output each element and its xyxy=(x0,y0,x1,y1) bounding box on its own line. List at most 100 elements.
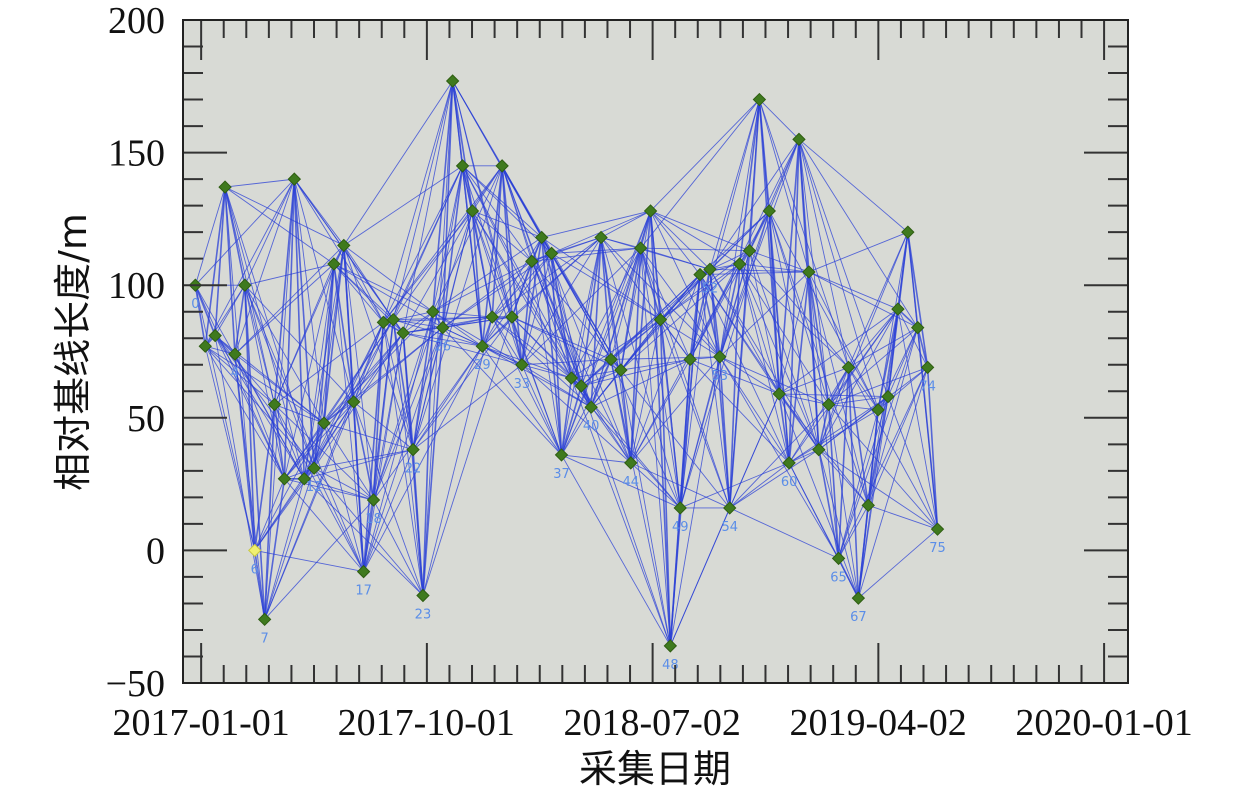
data-point-marker xyxy=(871,403,885,417)
baseline-edge xyxy=(283,179,296,479)
data-point-marker xyxy=(267,397,282,412)
baseline-edge xyxy=(363,332,404,572)
baseline-edge xyxy=(600,237,681,509)
baseline-edge xyxy=(620,247,642,371)
baseline-edge xyxy=(818,449,859,599)
data-point-marker xyxy=(584,400,598,414)
data-point-marker xyxy=(416,588,430,603)
baseline-edge xyxy=(333,263,365,572)
x-tick-label: 2017-01-01 xyxy=(112,702,289,744)
baseline-edge xyxy=(630,462,681,509)
baseline-edge xyxy=(650,210,721,357)
data-points: 0467121718222326293337404448495253546065… xyxy=(188,74,946,673)
baseline-edge xyxy=(234,245,345,355)
data-point-marker xyxy=(515,358,529,372)
baseline-edge xyxy=(293,179,325,424)
y-tick-labels: −50 0 50 100 150 200 xyxy=(106,0,165,705)
baseline-edge xyxy=(838,327,919,559)
baseline-edge xyxy=(541,237,661,321)
baseline-edge xyxy=(412,165,463,450)
data-point-marker xyxy=(911,320,925,335)
baseline-edge xyxy=(284,401,355,480)
data-point-marker xyxy=(920,360,935,375)
data-point-marker xyxy=(307,461,321,475)
baseline-edge xyxy=(561,454,631,464)
baseline-edge xyxy=(719,139,800,357)
connection-edges xyxy=(194,80,939,647)
data-point-label: 75 xyxy=(929,541,946,556)
baseline-edge xyxy=(481,345,562,456)
data-point-marker xyxy=(257,612,272,627)
data-point-label: 60 xyxy=(781,475,798,490)
baseline-edge xyxy=(263,404,276,620)
baseline-edge xyxy=(828,308,899,405)
baseline-edge xyxy=(729,462,790,509)
data-point-label: 40 xyxy=(583,419,600,434)
baseline-edge xyxy=(897,308,938,530)
data-point-label: 74 xyxy=(919,379,936,394)
baseline-edge xyxy=(630,263,741,464)
baseline-edge xyxy=(738,99,761,265)
baseline-edge xyxy=(471,210,494,318)
data-point-marker xyxy=(633,241,648,255)
baseline-edge xyxy=(214,335,266,620)
baseline-edge xyxy=(471,210,484,347)
data-point-marker xyxy=(426,305,440,319)
baseline-edge xyxy=(224,186,344,246)
baseline-edge xyxy=(214,284,246,336)
baseline-edge xyxy=(709,268,809,273)
data-point-marker xyxy=(445,74,460,88)
baseline-edge xyxy=(422,311,434,596)
baseline-edge xyxy=(244,284,325,424)
baseline-edge xyxy=(561,406,592,456)
baseline-edge xyxy=(847,367,870,506)
baseline-edge xyxy=(353,401,414,450)
baseline-edge xyxy=(808,271,879,411)
baseline-edge xyxy=(590,359,612,408)
baseline-edge xyxy=(719,356,790,464)
data-point-marker xyxy=(821,397,836,412)
baseline-edge xyxy=(481,261,533,347)
baseline-edge xyxy=(363,311,434,572)
baseline-edge xyxy=(472,210,533,262)
baseline-edge xyxy=(244,285,285,479)
baseline-edge xyxy=(343,245,384,323)
baseline-edge xyxy=(214,187,226,336)
baseline-edge xyxy=(788,396,889,464)
baseline-edge xyxy=(550,253,573,379)
baseline-edge xyxy=(353,332,404,403)
baseline-edge xyxy=(719,99,760,357)
baseline-edge xyxy=(392,80,454,320)
baseline-edge xyxy=(818,367,849,450)
baseline-edge xyxy=(818,231,909,450)
baseline-edge xyxy=(758,99,849,368)
baseline-edge xyxy=(264,478,305,620)
baseline-edge xyxy=(828,396,889,405)
data-point-marker xyxy=(465,204,480,218)
data-point-marker xyxy=(248,543,262,558)
baseline-edge xyxy=(383,165,503,323)
baseline-edge xyxy=(402,311,434,334)
x-tick-label: 2017-10-01 xyxy=(338,702,515,744)
data-point-label: 22 xyxy=(405,462,422,477)
baseline-edge xyxy=(491,253,552,318)
baseline-edge xyxy=(244,178,295,286)
baseline-edge xyxy=(877,367,928,411)
baseline-edge xyxy=(541,210,651,238)
baseline-edge xyxy=(382,322,424,596)
baseline-edge xyxy=(560,377,573,456)
baseline-edge xyxy=(659,319,672,646)
baseline-edge xyxy=(827,367,850,405)
data-point-label: 26 xyxy=(434,340,451,355)
data-point-marker xyxy=(564,371,579,385)
baseline-edge xyxy=(491,316,523,365)
baseline-edge xyxy=(314,449,414,469)
data-point-marker xyxy=(752,92,767,107)
baseline-edge xyxy=(749,250,780,395)
baseline-edge xyxy=(561,454,681,509)
plot-frame xyxy=(182,19,1129,684)
baseline-edge xyxy=(225,178,295,188)
baseline-edge xyxy=(194,285,207,347)
baseline-edge xyxy=(660,263,740,321)
baseline-edge xyxy=(788,367,849,464)
